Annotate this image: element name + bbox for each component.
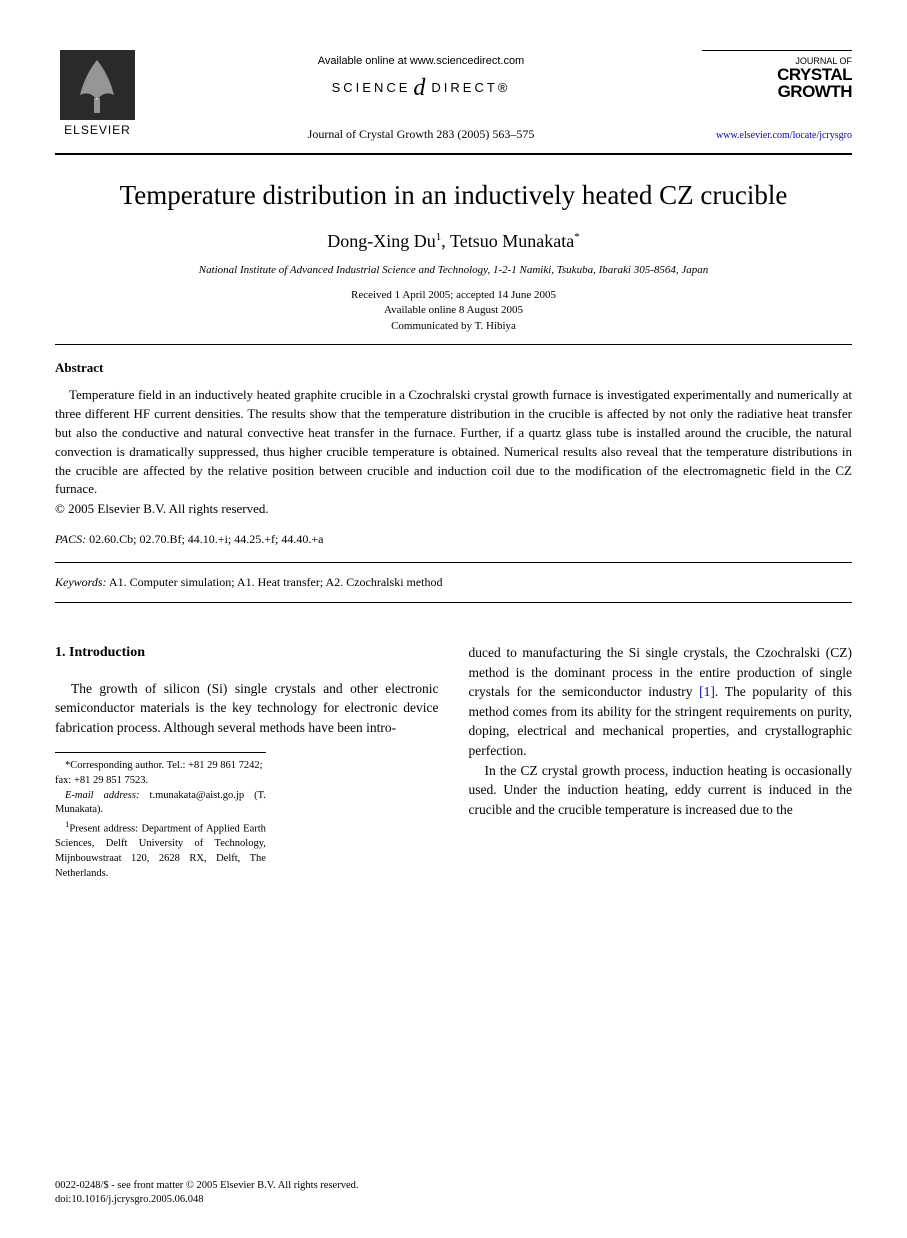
author-1: Dong-Xing Du [327,231,436,251]
present-address: 1Present address: Department of Applied … [55,818,266,881]
article-title: Temperature distribution in an inductive… [55,180,852,211]
keywords-text: A1. Computer simulation; A1. Heat transf… [109,575,443,589]
intro-para-left: The growth of silicon (Si) single crysta… [55,679,439,738]
pacs-line: PACS: 02.60.Cb; 02.70.Bf; 44.10.+i; 44.2… [55,532,852,547]
intro-para-right-1: duced to manufacturing the Si single cry… [469,643,853,760]
abstract-heading: Abstract [55,360,852,376]
keywords-bottom-rule [55,602,852,603]
sciencedirect-logo: SCIENCEdDIRECT® [140,75,702,102]
author-2-sup: * [574,231,580,243]
elsevier-label: ELSEVIER [64,123,131,137]
journal-name-2: GROWTH [702,83,852,100]
keywords-label: Keywords: [55,575,107,589]
keywords-top-rule [55,562,852,563]
communicated-by: Communicated by T. Hibiya [55,319,852,334]
pacs-label: PACS: [55,532,86,546]
author-2: Tetsuo Munakata [450,231,574,251]
corresponding-fax: fax: +81 29 851 7523. [55,774,266,789]
left-column: 1. Introduction The growth of silicon (S… [55,643,439,881]
sd-right: DIRECT® [431,80,510,95]
article-dates: Received 1 April 2005; accepted 14 June … [55,288,852,334]
abstract-body: Temperature field in an inductively heat… [55,386,852,499]
pacs-codes: 02.60.Cb; 02.70.Bf; 44.10.+i; 44.25.+f; … [89,532,323,546]
elsevier-tree-icon [60,50,135,120]
reference-link-1[interactable]: [1] [699,684,715,699]
footer-doi: doi:10.1016/j.jcrysgro.2005.06.048 [55,1193,358,1208]
email-line: E-mail address: t.munakata@aist.go.jp (T… [55,789,266,818]
journal-branding: JOURNAL OF CRYSTAL GROWTH www.elsevier.c… [702,50,852,141]
sd-d-icon: d [413,75,428,102]
email-label: E-mail address: [65,790,139,801]
citation-line: Journal of Crystal Growth 283 (2005) 563… [140,127,702,142]
author-list: Dong-Xing Du1, Tetsuo Munakata* [55,231,852,252]
body-columns: 1. Introduction The growth of silicon (S… [55,643,852,881]
available-online-text: Available online at www.sciencedirect.co… [140,55,702,67]
received-date: Received 1 April 2005; accepted 14 June … [55,288,852,303]
right-column: duced to manufacturing the Si single cry… [469,643,853,881]
page-footer: 0022-0248/$ - see front matter © 2005 El… [55,1179,358,1208]
abstract-copyright: © 2005 Elsevier B.V. All rights reserved… [55,501,852,517]
journal-name-1: CRYSTAL [702,66,852,83]
center-header: Available online at www.sciencedirect.co… [140,50,702,142]
author-sep: , [441,231,450,251]
sd-left: SCIENCE [332,80,411,95]
top-rule [55,153,852,155]
section-1-heading: 1. Introduction [55,643,439,663]
keywords-line: Keywords: A1. Computer simulation; A1. H… [55,575,852,590]
intro-para-right-2: In the CZ crystal growth process, induct… [469,761,853,820]
page-header: ELSEVIER Available online at www.science… [55,50,852,145]
corresponding-author: *Corresponding author. Tel.: +81 29 861 … [55,759,266,774]
footer-front-matter: 0022-0248/$ - see front matter © 2005 El… [55,1179,358,1194]
abstract-top-rule [55,344,852,345]
present-text: Present address: Department of Applied E… [55,823,266,878]
journal-url-link[interactable]: www.elsevier.com/locate/jcrysgro [702,130,852,141]
elsevier-logo: ELSEVIER [55,50,140,145]
available-date: Available online 8 August 2005 [55,303,852,318]
affiliation: National Institute of Advanced Industria… [55,264,852,276]
footnote-block: *Corresponding author. Tel.: +81 29 861 … [55,752,266,881]
